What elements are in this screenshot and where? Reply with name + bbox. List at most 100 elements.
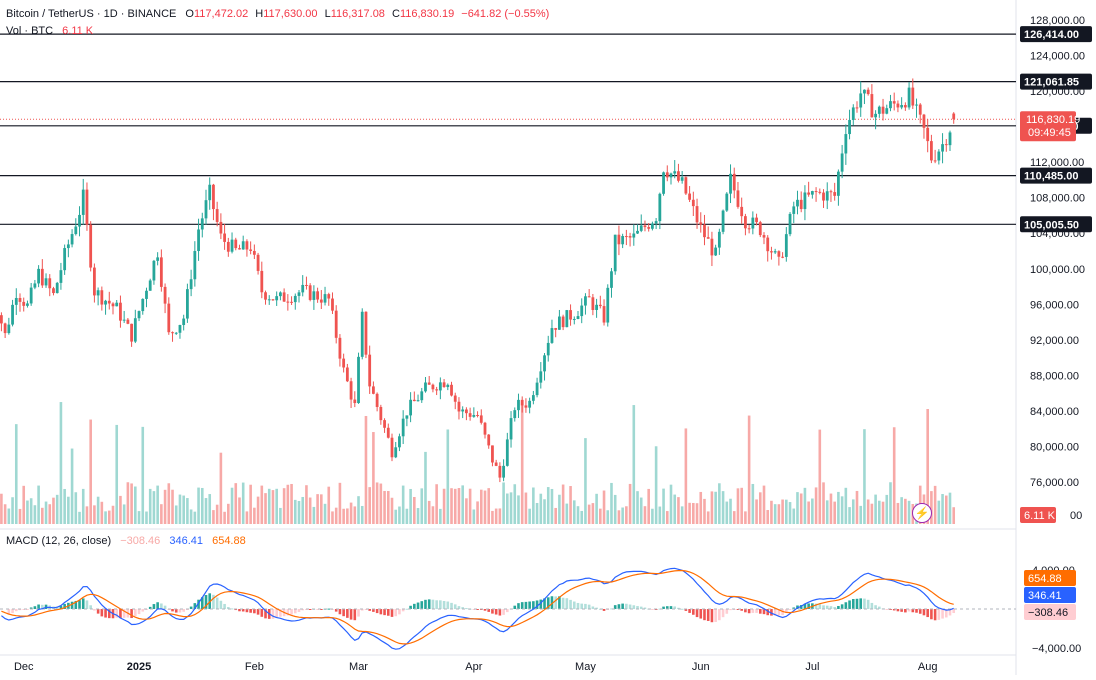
macd-hist-bar [279,609,282,617]
macd-hist-bar [788,609,792,610]
macd-hist-bar [22,609,26,610]
volume-bar [156,485,159,524]
macd-histogram [7,593,956,623]
volume-bar [546,487,550,524]
candle-body [122,319,126,321]
volume-bar [364,415,368,524]
volume-bar [729,498,732,524]
candle-body [48,278,52,289]
macd-hist-bar [122,609,126,618]
volume-bar [539,493,543,524]
candle-body [885,108,889,114]
candle-body [409,399,412,416]
candle-body [744,216,747,229]
candle-body [796,199,799,207]
macd-hist-bar [286,609,290,616]
volume-bar [346,508,349,524]
volume-bar [773,504,777,524]
candle-body [238,248,241,250]
macd-hist-bar [610,608,613,610]
candle-body [331,298,334,311]
volume-header: Vol · BTC 6.11 K [6,25,93,37]
volume-bar [755,499,758,524]
price-tick-label: 96,000.00 [1030,299,1079,311]
level-label: 105,005.50 [1024,219,1079,231]
change-value: −641.82 (−0.55%) [461,8,550,20]
volume-label[interactable]: Vol · BTC [6,25,54,37]
candle-body [825,191,829,201]
macd-label[interactable]: MACD (12, 26, close) [6,535,112,547]
volume-bar [212,510,215,524]
macd-hist-bar [524,601,528,609]
macd-hist-bar [926,609,929,618]
candle-body [688,193,691,200]
macd-hist-bar [617,604,621,609]
level-label-bg [1020,167,1092,184]
volume-bar [368,487,371,524]
volume-bar [431,506,435,524]
candle-body [803,192,807,210]
macd-hist-bar [137,609,141,615]
macd-hist-bar [684,609,688,611]
volume-bar [863,429,866,524]
volume-bar [78,511,81,524]
candle-body [286,301,290,303]
volume-bar [357,496,360,524]
volume-bar [851,499,855,524]
candle-body [174,332,178,334]
macd-hist-bar [532,601,535,609]
macd-hist-bar [11,609,14,614]
volume-bar [498,508,502,524]
volume-bar [651,508,654,524]
volume-bar [297,501,301,524]
volume-bar [692,502,695,524]
macd-hist-bar [96,609,100,614]
live-icon[interactable]: ⚡ [912,503,932,523]
level-label-bg [1020,73,1092,90]
macd-hist-bar [327,608,331,610]
volume-bar [580,510,584,524]
candle-body [435,389,439,391]
macd-hist-bar [874,605,877,609]
macd-hist-bar [747,609,751,614]
macd-hist-bar [193,603,197,609]
macd-hist-bar [342,609,345,617]
candle-body [610,271,613,288]
candle-body [822,192,825,201]
candle-body [714,247,718,256]
candle-body [740,206,744,217]
candle-body [275,296,279,301]
volume-bar [63,488,66,524]
symbol-title[interactable]: Bitcoin / TetherUS · 1D · BINANCE [6,8,177,20]
candle-body [565,310,569,328]
volume-bar [394,509,398,524]
candle-body [163,286,167,304]
macd-hist-bar [264,609,267,619]
volume-bar [572,500,576,524]
volume-bar [550,488,554,524]
candle-body [654,221,658,224]
macd-hist-bar [93,609,96,611]
candle-body [781,256,784,258]
macd-hist-bar [494,609,498,615]
candle-body [874,113,877,118]
macd-hist-bar [546,597,550,609]
macd-hist-bar [405,608,409,610]
volume-label-bg [1020,507,1056,523]
macd-hist-bar [591,606,595,609]
candle-body [37,268,40,284]
macd-hist-bar [628,604,632,609]
candles [0,78,956,483]
macd-hist-bar [227,607,230,609]
macd-hist-bar [212,594,215,609]
price-tick-label: 88,000.00 [1030,370,1079,382]
volume-bar [636,491,639,524]
volume-bar [111,505,115,524]
macd-hist-bar [200,597,204,609]
volume-bar [148,488,152,524]
macd-hist-bar [290,609,293,615]
candle-body [669,173,673,178]
candle-body [394,447,398,458]
